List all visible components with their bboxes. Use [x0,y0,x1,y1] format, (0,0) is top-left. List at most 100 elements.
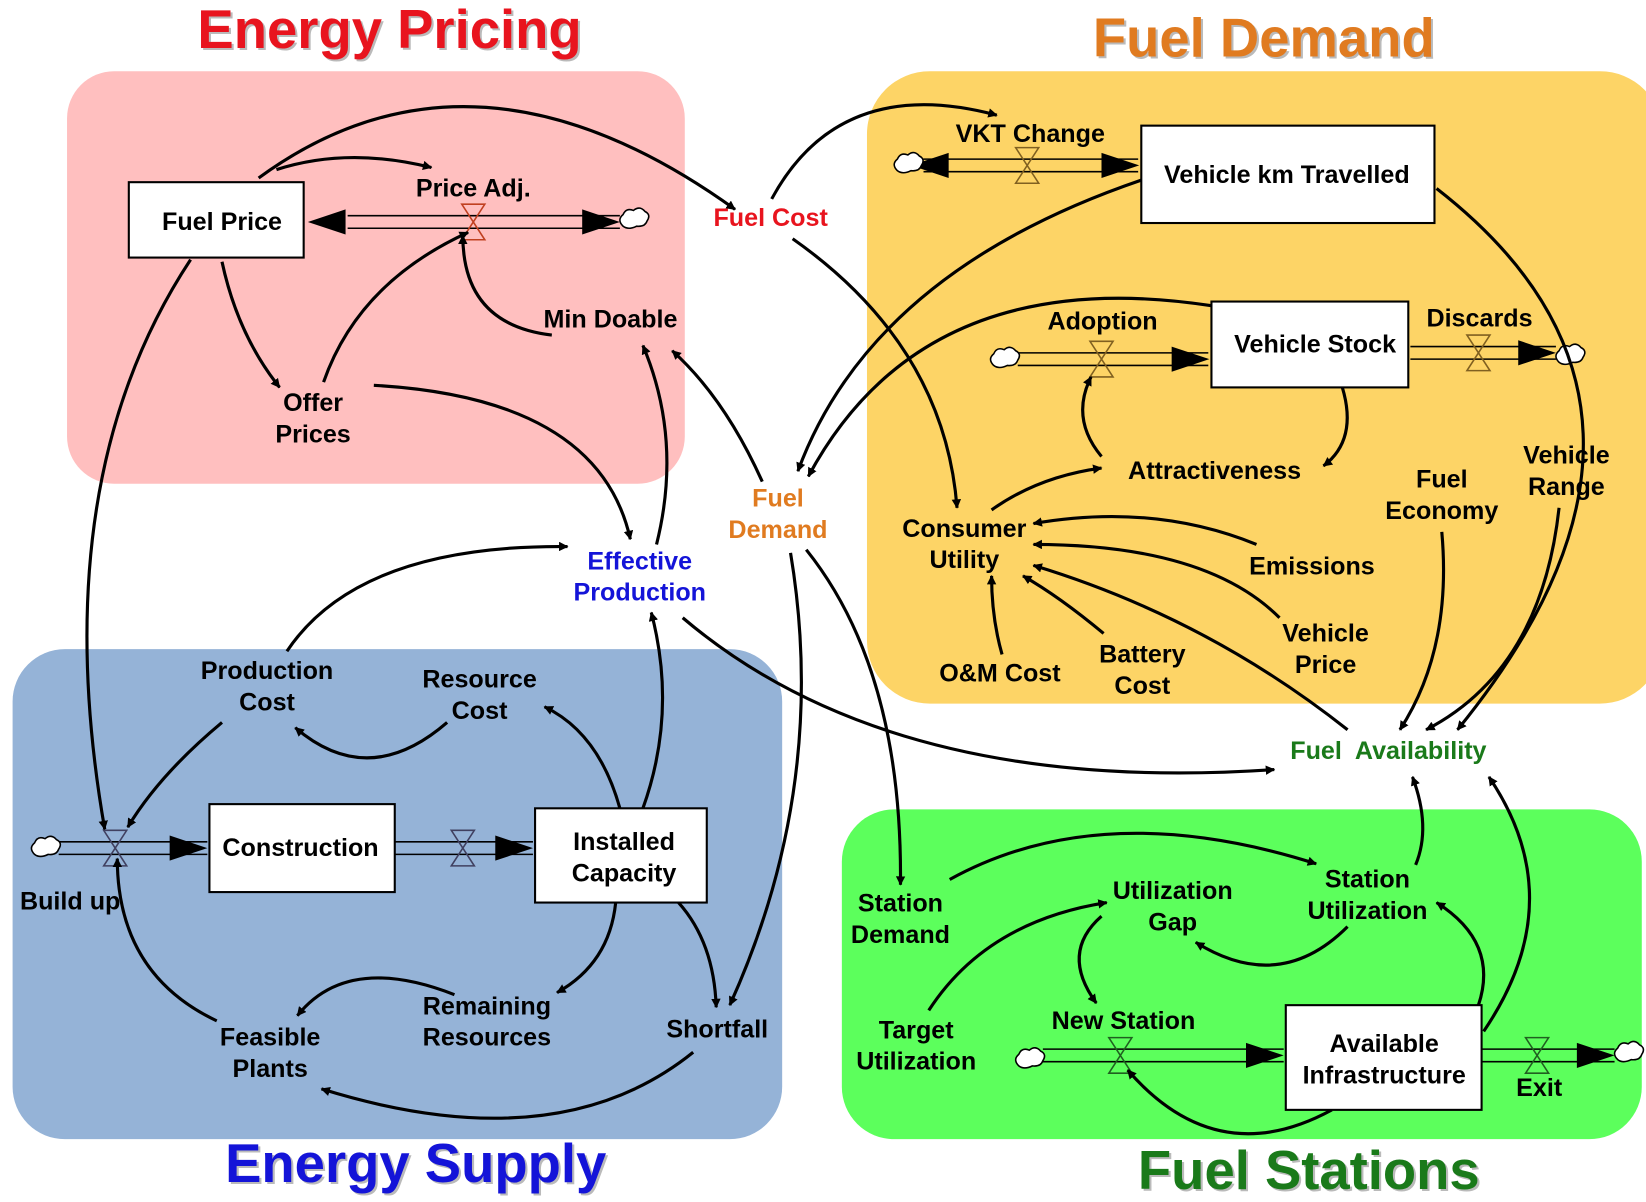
node-label: Offer Prices [275,389,350,448]
label-line: Range [1528,473,1605,501]
label-line: Discards [1426,304,1532,332]
flow-arrowhead [495,835,533,861]
causal-link [1126,1069,1333,1136]
node-label: Production Cost [201,657,334,716]
node-label: Vehicle Range [1523,441,1610,500]
node-label: Vehicle km Travelled [1164,161,1410,189]
label-line: Utilization [1307,897,1427,925]
label-line: Vehicle [1523,441,1610,469]
label-line: Infrastructure [1303,1061,1466,1089]
label-line: Consumer [902,514,1026,542]
label-line: Capacity [572,859,677,887]
label-line: Fuel Cost [713,203,828,231]
flow-arrowhead [1576,1042,1615,1068]
valve [102,829,129,867]
label-line: Plants [232,1055,307,1083]
label-line: Resource [422,665,536,693]
causal-link [556,902,618,994]
causal-link [220,261,281,389]
label-line: Station [1325,865,1410,893]
flow-arrowhead [910,152,949,178]
label-line: Effective [587,547,692,575]
causal-link [543,705,622,809]
label-line: Cost [239,688,295,716]
causal-link [85,258,192,831]
causal-link [986,574,1004,655]
flows [30,146,1645,1074]
cloud [619,207,650,230]
node-label: Remaining Resources [423,992,551,1051]
label-line: Build up [20,887,120,915]
causal-link [1081,376,1103,458]
causal-link [1194,925,1349,967]
label-line: Battery [1099,640,1186,668]
label-line: Price [1295,651,1356,679]
stock-box [1140,124,1436,225]
causal-links [85,103,1585,1136]
node-label: Fuel Economy [1385,465,1498,524]
node-label: Shortfall [666,1015,768,1043]
node-label: VKT Change [956,120,1105,148]
sector-title: Energy Supply [225,1133,606,1194]
causal-link [285,541,569,653]
node-label: Utilization Gap [1113,877,1233,936]
label-line: VKT Change [956,120,1105,148]
valve [1524,1036,1551,1074]
node-label: Target Utilization [856,1016,976,1075]
flow-arrowhead [307,209,346,235]
energy-supply-region [12,649,783,1140]
node-label: New Station [1052,1007,1196,1035]
sector-title: Energy Supply [227,1135,608,1196]
label-line: Available [1330,1030,1439,1058]
label-line: Vehicle [1282,619,1369,647]
node-label: Construction [222,834,378,862]
stock-box [127,181,305,259]
causal-link [112,857,218,1023]
causal-link [677,901,721,1009]
causal-link [275,155,433,172]
label-line: Fuel [752,484,804,512]
label-line: Demand [728,515,827,543]
cloud [989,346,1021,369]
cloud [893,151,924,174]
node-label: Price Adj. [416,174,531,202]
label-line: Production [574,578,707,606]
label-line: Installed [573,828,675,856]
valve [449,829,476,867]
causal-link [1032,514,1258,546]
label-line: Remaining [423,992,551,1020]
causal-link [294,721,449,760]
sector-title: Fuel Demand [1093,7,1435,68]
cloud [1555,343,1586,366]
flow-arrowhead [582,209,620,235]
causal-link [641,344,669,545]
sector-title: Fuel Stations [1140,1142,1482,1202]
label-line: Cost [1114,671,1170,699]
sector-title: Fuel Demand [1095,9,1437,70]
valve [1465,334,1492,372]
label-line: Exit [1516,1074,1563,1102]
causal-link [1411,776,1425,866]
flow-arrowhead [169,835,208,861]
causal-link [1435,901,1486,1006]
label-line: Utilization [856,1047,976,1075]
causal-link [1022,574,1105,635]
node-label: Discards [1426,304,1532,332]
node-label: Fuel Price [162,208,282,236]
causal-link [1425,507,1561,732]
stock-box [1210,300,1410,389]
node-label: Vehicle Stock [1234,330,1396,358]
node-label: Consumer Utility [902,514,1026,573]
flow-arrowhead [1101,152,1140,178]
node-label: Battery Cost [1099,640,1186,699]
node-label: Fuel Availability [1290,736,1486,764]
node-label: Vehicle Price [1282,619,1369,678]
node-label: Emissions [1249,552,1375,580]
sector-title: Energy Pricing [197,0,581,60]
sector-title: Energy Pricing [200,1,584,62]
label-line: Resources [423,1023,551,1051]
stock-box [534,807,708,904]
causal-link [296,976,456,1017]
label-line: Vehicle Stock [1234,330,1396,358]
